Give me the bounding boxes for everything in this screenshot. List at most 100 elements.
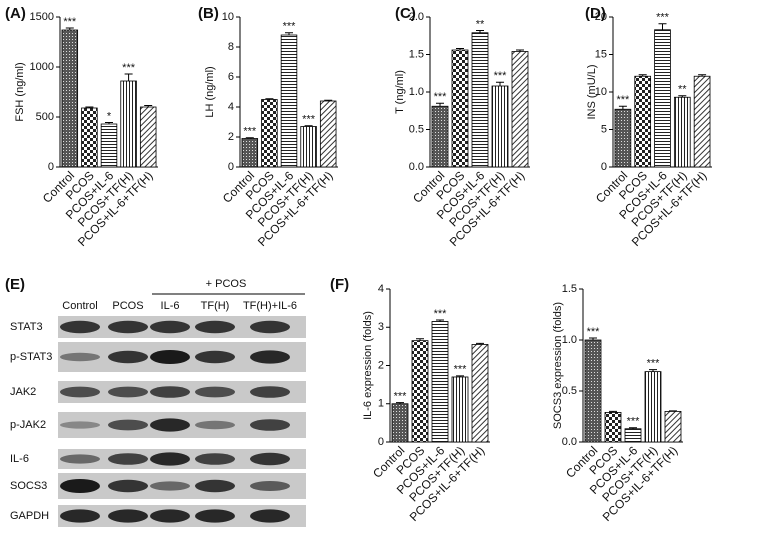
significance-label: *** xyxy=(434,308,448,320)
protein-label: p-JAK2 xyxy=(10,419,46,431)
y-tick-label: 0 xyxy=(48,161,54,173)
lane-label: PCOS xyxy=(112,300,143,312)
bar xyxy=(431,105,449,168)
blot-band xyxy=(60,352,100,362)
bar xyxy=(644,371,662,443)
panel-label: (A) xyxy=(5,5,26,22)
bar xyxy=(300,126,317,168)
blot-band xyxy=(150,418,190,432)
protein-label: JAK2 xyxy=(10,386,36,398)
lane-label: Control xyxy=(62,300,97,312)
blot-band xyxy=(250,419,290,431)
panel-label: (E) xyxy=(5,276,25,293)
blot-band xyxy=(60,454,100,464)
panel-label: (F) xyxy=(330,276,349,293)
significance-label: *** xyxy=(283,21,297,33)
blot-band xyxy=(60,479,100,493)
panel-label: (B) xyxy=(198,5,219,22)
bar xyxy=(491,85,509,168)
y-tick-label: 8 xyxy=(228,41,234,53)
y-tick-label: 20 xyxy=(595,11,607,23)
y-axis-label: IL-6 expression (folds) xyxy=(362,311,374,420)
significance-label: *** xyxy=(63,16,77,28)
bar xyxy=(614,108,632,168)
blot-band xyxy=(150,509,190,523)
blot-band xyxy=(195,509,235,523)
significance-label: *** xyxy=(656,12,670,24)
significance-label: *** xyxy=(434,91,448,103)
y-tick-label: 2.0 xyxy=(409,11,424,23)
error-bar xyxy=(304,125,313,127)
error-bar xyxy=(618,105,627,110)
significance-label: *** xyxy=(647,357,661,369)
y-tick-label: 0.5 xyxy=(562,385,577,397)
error-bar xyxy=(285,32,293,35)
bar xyxy=(664,410,682,443)
bar xyxy=(511,51,529,168)
significance-label: ** xyxy=(678,84,687,96)
y-tick-label: 0.5 xyxy=(409,123,424,135)
error-bar xyxy=(629,427,637,429)
blot-band xyxy=(108,453,148,465)
y-tick-label: 15 xyxy=(595,48,607,60)
error-bar xyxy=(124,73,133,81)
y-tick-label: 1 xyxy=(378,398,384,410)
protein-label: GAPDH xyxy=(10,510,49,522)
bar xyxy=(241,138,259,168)
blot-band xyxy=(108,419,148,431)
error-bar xyxy=(609,410,617,413)
protein-label: STAT3 xyxy=(10,321,43,333)
bar xyxy=(584,339,602,443)
blot-band xyxy=(108,320,148,334)
significance-label: *** xyxy=(494,70,508,82)
blot-band xyxy=(108,509,148,523)
blot-band xyxy=(60,421,100,429)
y-tick-label: 10 xyxy=(222,11,234,23)
panel-label: (D) xyxy=(585,5,606,22)
y-tick-label: 0 xyxy=(228,161,234,173)
bar xyxy=(100,123,118,168)
bar xyxy=(634,75,652,168)
error-bar xyxy=(85,106,94,108)
bar xyxy=(654,29,671,168)
blot-band xyxy=(60,386,100,398)
y-axis-label: SOCS3 expression (folds) xyxy=(552,302,564,429)
y-tick-label: 2 xyxy=(378,359,384,371)
y-tick-label: 0 xyxy=(378,436,384,448)
error-bar xyxy=(456,375,464,377)
blot-band xyxy=(250,350,290,364)
y-axis-label: INS (mU/L) xyxy=(586,65,598,120)
bar xyxy=(451,376,469,443)
y-tick-label: 3 xyxy=(378,321,384,333)
error-bar xyxy=(416,338,424,341)
bar xyxy=(81,107,98,168)
bar xyxy=(431,321,449,443)
y-tick-label: 10 xyxy=(595,86,607,98)
error-bar xyxy=(265,98,274,100)
blot-band xyxy=(195,386,235,398)
group-label: + PCOS xyxy=(206,278,247,290)
y-tick-label: 0.0 xyxy=(409,161,424,173)
y-tick-label: 1000 xyxy=(30,61,54,73)
error-bar xyxy=(436,102,444,107)
y-tick-label: 0 xyxy=(601,161,607,173)
error-bar xyxy=(144,105,153,107)
blot-band xyxy=(150,452,190,466)
error-bar xyxy=(456,48,464,50)
y-tick-label: 500 xyxy=(36,111,54,123)
error-bar xyxy=(698,74,707,77)
blot-band xyxy=(150,320,190,334)
bar xyxy=(139,106,157,168)
y-axis-label: LH (ng/ml) xyxy=(204,66,216,117)
bar xyxy=(624,428,642,443)
bar xyxy=(604,412,622,443)
protein-label: p-STAT3 xyxy=(10,351,52,363)
blot-band xyxy=(108,350,148,364)
significance-label: *** xyxy=(587,326,601,338)
error-bar xyxy=(516,49,524,52)
error-bar xyxy=(65,27,74,30)
y-tick-label: 4 xyxy=(228,101,234,113)
y-tick-label: 1500 xyxy=(30,11,54,23)
bar xyxy=(319,100,337,168)
